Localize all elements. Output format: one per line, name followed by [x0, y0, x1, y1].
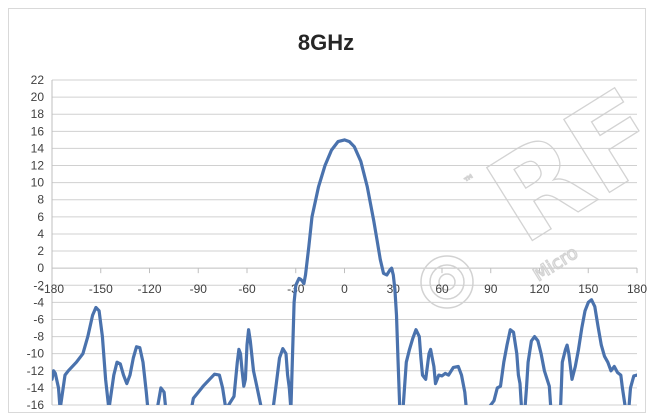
chart-title: 8GHz: [297, 30, 355, 55]
x-tick-label: -150: [89, 282, 113, 296]
y-tick-label: 14: [31, 141, 45, 155]
y-tick-label: 12: [31, 159, 45, 173]
watermark-logo: RF Micro ™: [420, 61, 652, 309]
y-tick-label: -2: [33, 278, 44, 292]
axes: [51, 80, 638, 405]
watermark-main-text: RF: [465, 62, 652, 270]
y-tick-label: -14: [27, 381, 45, 395]
x-tick-label: 180: [627, 282, 647, 296]
x-tick-label: -90: [190, 282, 208, 296]
y-tick-label: 16: [31, 124, 45, 138]
y-tick-label: 2: [37, 244, 44, 258]
y-tick-label: 18: [31, 107, 45, 121]
x-tick-label: 90: [484, 282, 498, 296]
y-tick-label: 10: [31, 176, 45, 190]
y-tick-label: -12: [27, 364, 45, 378]
x-tick-label: 60: [435, 282, 449, 296]
y-tick-label: -4: [33, 295, 44, 309]
series-group: [52, 138, 637, 405]
y-tick-label: 0: [37, 261, 44, 275]
x-tick-label: -180: [40, 282, 64, 296]
x-tick-label: 0: [341, 282, 348, 296]
y-tick-label: -10: [27, 347, 45, 361]
y-tick-label: -16: [27, 398, 45, 412]
x-tick-label: -60: [238, 282, 256, 296]
series-line-0: [52, 138, 637, 405]
x-tick-label: 120: [529, 282, 549, 296]
x-tick-label: 150: [578, 282, 598, 296]
x-tick-labels: -180 -150 -120 -90 -60 -30 0 30 60 90 120 150 180: [40, 282, 647, 296]
y-tick-label: 6: [37, 210, 44, 224]
x-tick-label: -120: [137, 282, 161, 296]
y-tick-label: -8: [33, 330, 44, 344]
y-tick-label: 20: [31, 90, 45, 104]
y-tick-label: 4: [37, 227, 44, 241]
y-tick-label: 22: [31, 73, 45, 87]
watermark-signal-icon: [420, 255, 474, 309]
y-tick-label: 8: [37, 193, 44, 207]
grid-lines: [52, 79, 637, 406]
y-tick-label: -6: [33, 312, 44, 326]
watermark-tm: ™: [461, 171, 479, 189]
